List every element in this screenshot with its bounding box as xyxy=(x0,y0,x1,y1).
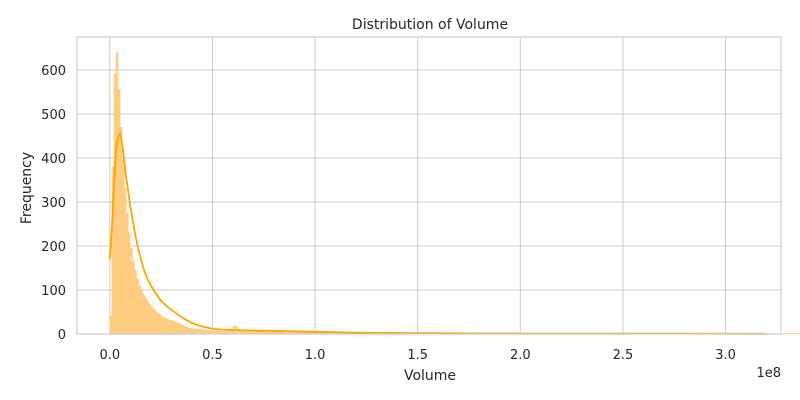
histogram-bar xyxy=(113,74,117,335)
histogram-bar xyxy=(128,232,131,335)
x-tick-label: 0.5 xyxy=(202,348,223,363)
histogram-bar xyxy=(169,320,172,335)
x-axis-label: Volume xyxy=(404,368,456,384)
y-tick-label: 500 xyxy=(41,108,66,123)
x-tick-labels: 0.0 0.5 1.0 1.5 2.0 2.5 3.0 xyxy=(99,348,735,363)
y-tick-label: 300 xyxy=(41,196,66,211)
histogram-bar xyxy=(126,212,129,335)
histogram-bar xyxy=(124,188,127,335)
y-axis-label: Frequency xyxy=(19,152,35,224)
histogram-bar xyxy=(138,285,141,335)
x-tick-label: 1.0 xyxy=(305,348,326,363)
histogram-bar xyxy=(199,329,205,335)
histogram-bar xyxy=(152,309,156,335)
histogram-bar xyxy=(160,316,164,335)
histogram-bar xyxy=(146,300,150,335)
histogram-bar xyxy=(134,270,137,335)
histogram-bar xyxy=(156,312,160,335)
histogram-bar xyxy=(185,326,189,335)
histogram-bar xyxy=(173,321,176,335)
histogram-bar xyxy=(130,247,133,335)
histogram-bar xyxy=(109,316,113,335)
histogram-bar xyxy=(183,325,186,335)
histogram-bar xyxy=(115,52,119,335)
histogram-bar xyxy=(140,289,143,335)
histogram-bars xyxy=(109,52,800,335)
histogram-bar xyxy=(158,314,162,335)
y-tick-label: 600 xyxy=(41,64,66,79)
chart-title: Distribution of Volume xyxy=(352,17,508,33)
histogram-bar xyxy=(132,261,135,335)
histogram-bar xyxy=(179,324,182,335)
histogram-bar xyxy=(148,303,152,335)
x-tick-label: 0.0 xyxy=(99,348,120,363)
y-tick-label: 200 xyxy=(41,240,66,255)
histogram-bar xyxy=(175,322,178,335)
histogram-bar xyxy=(189,328,193,335)
histogram-bar xyxy=(165,318,168,335)
histogram-bar xyxy=(121,159,125,335)
histogram-bar xyxy=(136,278,139,335)
grid-lines xyxy=(77,37,781,335)
y-tick-labels: 0 100 200 300 400 500 600 xyxy=(41,64,66,343)
histogram-bar xyxy=(195,328,201,335)
histogram-bar xyxy=(191,328,197,335)
histogram-bar xyxy=(119,126,123,335)
histogram-bar xyxy=(163,317,166,335)
x-tick-label: 2.0 xyxy=(510,348,531,363)
histogram-bar xyxy=(117,89,121,335)
y-tick-label: 0 xyxy=(58,328,66,343)
histogram-bar xyxy=(142,294,145,335)
y-tick-label: 400 xyxy=(41,152,66,167)
x-tick-label: 1.5 xyxy=(407,348,428,363)
histogram-bar xyxy=(150,306,154,335)
plot-frame xyxy=(76,36,782,335)
y-tick-label: 100 xyxy=(41,284,66,299)
kde-curve xyxy=(108,131,767,335)
histogram-bar xyxy=(181,325,184,335)
x-tick-label: 3.0 xyxy=(715,348,736,363)
histogram-bar xyxy=(187,327,191,335)
histogram-bar xyxy=(154,310,158,335)
x-tick-label: 2.5 xyxy=(613,348,634,363)
histogram-bar xyxy=(177,323,180,335)
histogram-bar xyxy=(144,297,147,335)
histogram-bar xyxy=(171,320,174,335)
histogram-bar xyxy=(167,319,170,335)
x-axis-offset-label: 1e8 xyxy=(756,366,781,381)
